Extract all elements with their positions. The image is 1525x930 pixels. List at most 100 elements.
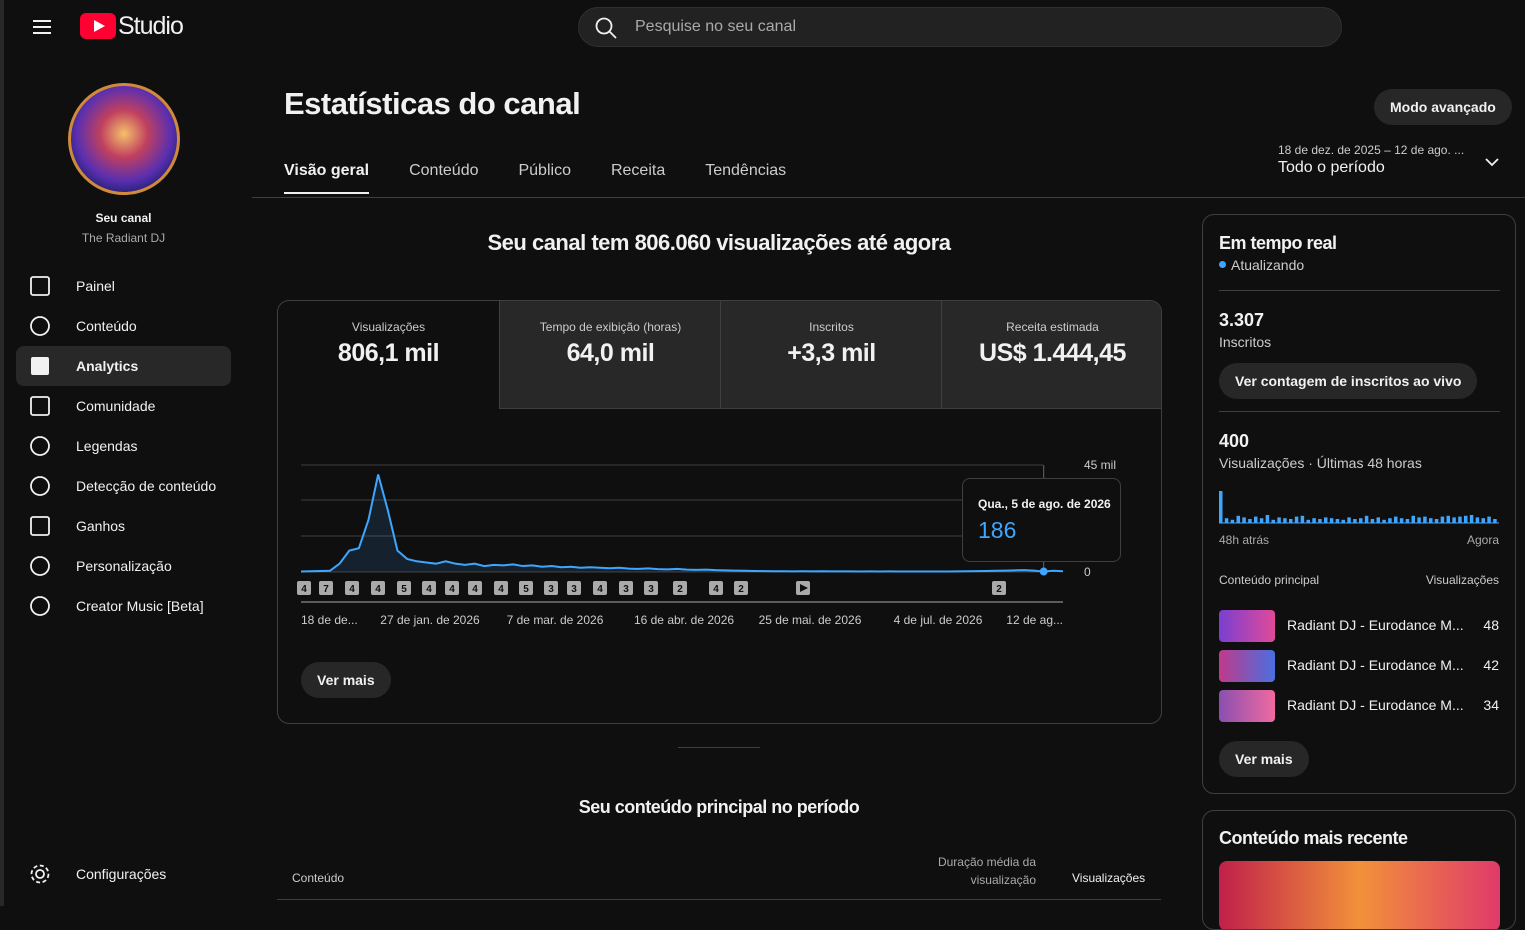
realtime-bar: [1481, 518, 1485, 523]
marker-box: [673, 581, 687, 595]
realtime-bar: [1440, 516, 1445, 523]
menu-icon[interactable]: [32, 18, 52, 36]
realtime-bar: [1219, 491, 1223, 523]
realtime-bar: [1318, 519, 1322, 523]
nav-item[interactable]: Legendas: [76, 438, 138, 454]
content-header: Conteúdo principal: [1219, 573, 1320, 587]
metric-label: Inscritos: [809, 320, 854, 334]
nav-item[interactable]: Comunidade: [76, 398, 156, 414]
logo-icon[interactable]: [80, 13, 116, 39]
marker-label: 4: [375, 584, 381, 595]
chevron[interactable]: [1484, 156, 1500, 168]
x-tick-label: 25 de mai. de 2026: [759, 613, 862, 627]
tab[interactable]: Público: [518, 162, 571, 179]
realtime-bar: [1458, 516, 1462, 523]
marker-box: [519, 581, 533, 595]
nav-item[interactable]: Creator Music [Beta]: [76, 598, 204, 614]
thumbnail[interactable]: [1219, 650, 1275, 682]
realtime-bar: [1417, 517, 1421, 523]
nav-item[interactable]: Ganhos: [76, 518, 126, 534]
realtime-bar: [1230, 519, 1235, 523]
metric-tile[interactable]: Receita estimada US$ 1.444,45: [941, 301, 1161, 409]
metric-label: Visualizações: [351, 320, 426, 334]
divider: [277, 899, 1161, 900]
channel-name: The Radiant DJ: [81, 231, 166, 245]
top-views: 42: [1483, 657, 1499, 673]
tooltip: Qua., 5 de ago. de 2026 186: [962, 478, 1121, 562]
recent-title: Conteúdo mais recente: [1219, 828, 1408, 848]
realtime-bar: [1265, 515, 1270, 523]
marker-box: [593, 581, 607, 595]
marker-box: [319, 581, 333, 595]
advanced-button[interactable]: Modo avançado: [1374, 89, 1512, 125]
tabs: Visão geral Conteúdo Público Receita Tendênc…: [284, 162, 786, 194]
marker-box: [709, 581, 723, 595]
divider: [252, 197, 1525, 198]
marker-box: [567, 581, 581, 595]
marker-box: [371, 581, 385, 595]
x-tick-label: 16 de abr. de 2026: [634, 613, 734, 627]
metric-tile[interactable]: Visualizações 806,1 mil: [278, 301, 499, 409]
metric-tile[interactable]: Tempo de exibição (horas) 64,0 mil: [499, 301, 720, 409]
search-placeholder: Pesquise no seu canal: [635, 18, 796, 35]
marker-label: 4: [597, 584, 603, 595]
settings-link[interactable]: Configurações: [76, 866, 167, 882]
realtime-bar: [1464, 515, 1468, 523]
realtime-bar: [1341, 519, 1345, 523]
tab[interactable]: Tendências: [705, 162, 787, 179]
nav-icon: [31, 357, 49, 375]
search-box[interactable]: Pesquise no seu canal: [578, 7, 1342, 47]
status: Atualizando: [1231, 257, 1305, 273]
realtime-bar: [1434, 519, 1439, 523]
nav-icon: [30, 516, 50, 536]
table-header: Duração média da visualização: [937, 855, 1036, 887]
y-tick-label: 45 mil: [1084, 458, 1116, 472]
views: 400: [1219, 431, 1250, 451]
brand: Studio: [118, 12, 184, 40]
nav-item[interactable]: Conteúdo: [76, 318, 137, 334]
marker-label: 7: [323, 584, 329, 595]
top-title[interactable]: Radiant DJ - Eurodance M...: [1287, 657, 1464, 673]
hover-dot: [1039, 567, 1048, 576]
marker-box: [992, 581, 1006, 595]
realtime-bar: [1364, 515, 1369, 523]
settings-icon: [30, 864, 50, 884]
realtime-bar: [1254, 516, 1258, 523]
period[interactable]: Todo o período: [1278, 159, 1385, 176]
live-button[interactable]: Ver contagem de inscritos ao vivo: [1219, 363, 1478, 399]
axis-end: Agora: [1466, 533, 1499, 547]
nav-icon: [30, 596, 50, 616]
metric-tile[interactable]: Inscritos +3,3 mil: [720, 301, 941, 409]
more-button[interactable]: Ver mais: [301, 662, 391, 698]
nav-item[interactable]: Personalização: [76, 558, 172, 574]
nav-item[interactable]: Painel: [76, 278, 115, 294]
metric-value: US$ 1.444,45: [979, 339, 1126, 367]
thumbnail[interactable]: [1219, 690, 1275, 722]
realtime-bar: [1312, 518, 1316, 523]
nav-icon: [30, 396, 50, 416]
realtime-bar: [1493, 519, 1497, 523]
metric-label: Receita estimada: [1006, 320, 1099, 334]
table-header: Visualizações: [1072, 871, 1146, 885]
nav-item[interactable]: Detecção de conteúdo: [76, 478, 217, 494]
nav-active: [16, 346, 231, 386]
tab[interactable]: Receita: [610, 162, 666, 179]
avatar[interactable]: [68, 83, 180, 195]
top-title[interactable]: Radiant DJ - Eurodance M...: [1287, 697, 1464, 713]
icon-shape: [30, 436, 50, 456]
more-button[interactable]: Ver mais: [1219, 741, 1309, 777]
realtime-bar: [1306, 519, 1310, 523]
recent-thumbnail[interactable]: [1219, 861, 1500, 929]
marker-label: 3: [623, 584, 629, 595]
realtime-bar: [1446, 515, 1450, 523]
nav-item[interactable]: Analytics: [76, 358, 139, 374]
top-title[interactable]: Radiant DJ - Eurodance M...: [1287, 617, 1464, 633]
tab[interactable]: Conteúdo: [409, 162, 479, 179]
marker-label: 3: [548, 584, 554, 595]
marker-label: 4: [498, 584, 504, 595]
thumbnail[interactable]: [1219, 610, 1275, 642]
tab[interactable]: Visão geral: [284, 162, 370, 194]
line: [300, 474, 1064, 573]
marker-box: [619, 581, 633, 595]
table-header: Conteúdo: [292, 871, 345, 885]
